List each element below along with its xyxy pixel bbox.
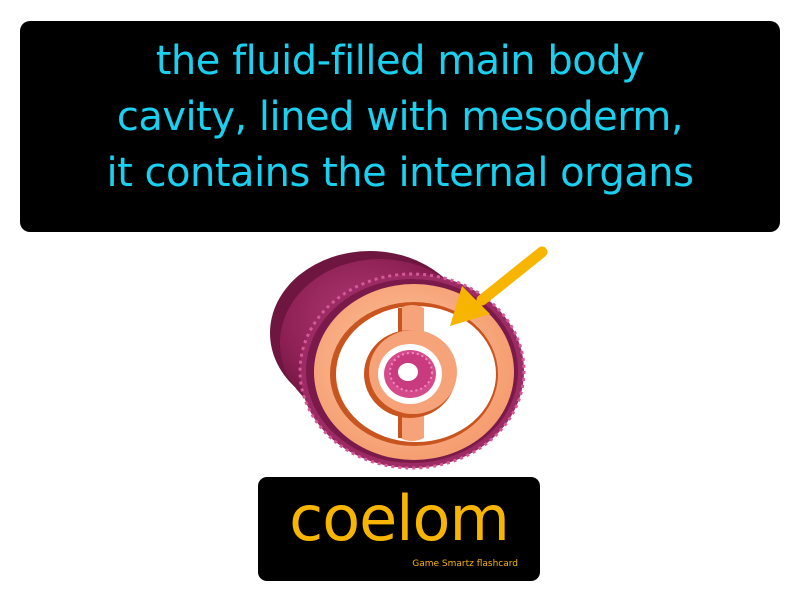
definition-line-3: it contains the internal organs xyxy=(106,150,694,196)
arrow-icon xyxy=(450,246,548,326)
brand-label: Game Smartz flashcard xyxy=(412,559,518,569)
term-box: coelom Game Smartz flashcard xyxy=(258,477,540,581)
coelom-illustration xyxy=(270,246,548,470)
definition-line-1: the fluid-filled main body xyxy=(155,38,645,84)
definition-box: the fluid-filled main body cavity, lined… xyxy=(20,21,780,232)
definition-line-2: cavity, lined with mesoderm, xyxy=(116,94,684,140)
gut-tube-shape xyxy=(364,305,457,441)
term-word: coelom xyxy=(289,482,510,555)
